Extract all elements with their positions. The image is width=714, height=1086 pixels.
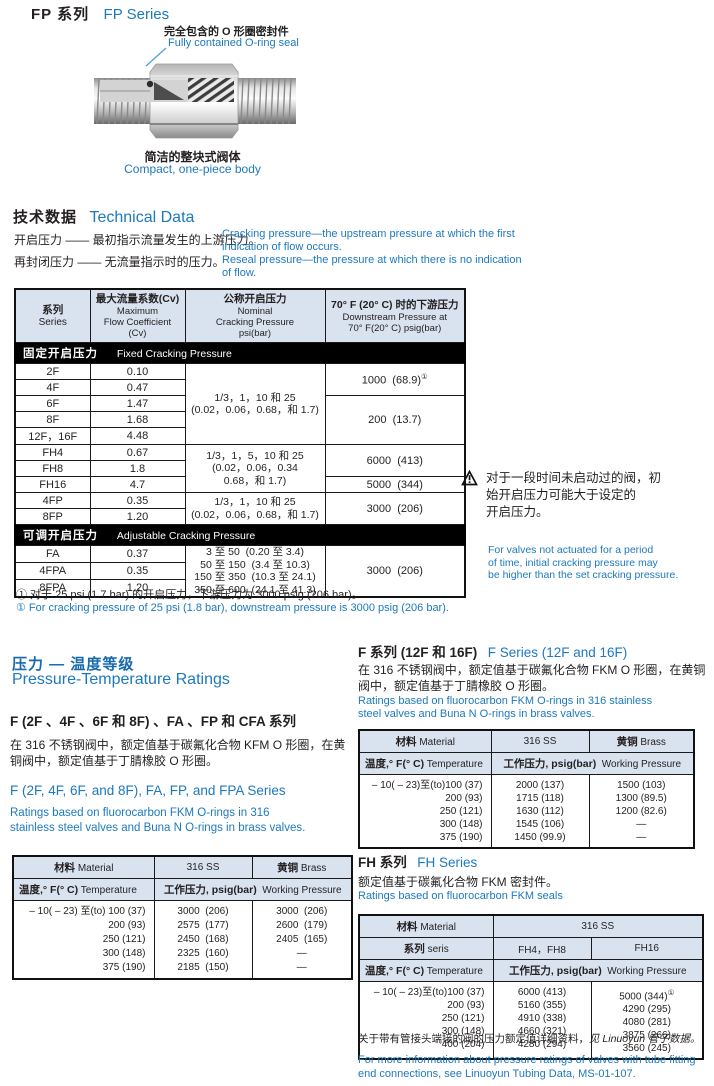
table-data-row: – 10( – 23)至(to)100 (37) 200 (93) 250 (1… <box>358 981 704 1060</box>
brass-pressure-column: 1500 (103) 1300 (89.5) 1200 (82.6) — — <box>588 774 695 849</box>
table-row: FA 0.37 3 至 50 (0.20 至 3.4) 50 至 150 (3.… <box>14 544 466 598</box>
footnote-en: ① For cracking pressure of 25 psi (1.8 b… <box>16 602 449 614</box>
temperature-column: – 10( – 23)至(to)100 (37) 200 (93) 250 (1… <box>358 981 494 1060</box>
table-header-row: 材料 Material 316 SS 黄铜 Brass <box>358 729 695 753</box>
table-row: 2F 0.10 1/3，1，10 和 25 (0.02，0.06，0.68，和 … <box>14 363 466 445</box>
f1216-note-en: Ratings based on fluorocarbon FKM O-ring… <box>358 695 653 720</box>
table-row: 4F 0.47 <box>14 379 465 396</box>
f1216-para-zh: 在 316 不锈钢阀中，额定值基于碳氟化合物 FKM O 形圈，在黄铜阀中，额定… <box>358 663 706 693</box>
ss-pressure-column: 2000 (137) 1715 (118) 1630 (112) 1545 (1… <box>490 774 590 849</box>
fixed-cracking-band: 固定开启压力 Fixed Cracking Pressure <box>14 342 466 364</box>
table-series-row: 系列 seris FH4，FH8 FH16 <box>358 937 704 960</box>
table-row: FH8 1.8 <box>14 460 465 477</box>
bottom-note-en: For more information about pressure rati… <box>358 1054 696 1080</box>
definitions-en: Cracking pressure—the upstream pressure … <box>222 228 522 280</box>
pt-heading-en: Pressure-Temperature Ratings <box>12 671 230 688</box>
downstream-cell: 200 (13.7) <box>324 395 466 445</box>
fh-para-zh: 额定值基于碳氟化合物 FKM 密封件。 <box>358 875 558 889</box>
nominal-cell-groupB: 1/3，1，5，10 和 25 (0.02，0.06，0.34 0.68，和 1… <box>184 444 326 493</box>
cracking-definition-en: Cracking pressure—the upstream pressure … <box>222 228 515 253</box>
downstream-cell: 3000 (206) <box>324 545 466 598</box>
page-title-zh: FP 系列 <box>31 6 90 23</box>
table-header-row: 材料 Material 316 SS 黄铜 Brass <box>12 855 353 879</box>
ss-pressure-column: 3000 (206) 2575 (177) 2450 (168) 2325 (1… <box>153 900 253 980</box>
table-row: 6F 1.47 200 (13.7) <box>14 395 466 445</box>
warning-text-zh: 对于一段时间未启动过的阀，初 始开启压力可能大于设定的 开启压力。 <box>486 471 662 519</box>
pt-heading-zh: 压力 — 温度等级 <box>12 656 135 673</box>
technical-data-heading: 技术数据 Technical Data <box>13 206 194 227</box>
reseal-definition-en: Reseal pressure—the pressure at which th… <box>222 254 522 279</box>
col-flow-coefficient: 最大流量系数(Cv) Maximum Flow Coefficient (Cv) <box>89 288 186 343</box>
fh16-pressure-column: 5000 (344)① 4290 (295) 4080 (281) 3875 (… <box>590 981 704 1060</box>
main-specs-table: 系列 Series 最大流量系数(Cv) Maximum Flow Coeffi… <box>14 288 466 598</box>
f1216-heading: F 系列 (12F 和 16F) F Series (12F and 16F) <box>358 645 628 660</box>
table-data-row: – 10( – 23)至(to)100 (37) 200 (93) 250 (1… <box>358 774 695 849</box>
table-row: 8FPA 1.20 <box>14 579 465 598</box>
temperature-column: – 10( – 23) 至(to) 100 (37) 200 (93) 250 … <box>12 900 155 980</box>
spring-section <box>188 78 234 102</box>
table-header-row: 材料 Material 316 SS <box>358 914 704 938</box>
downstream-cell: 6000 (413) <box>324 444 466 477</box>
table-row: FH4 0.67 1/3，1，5，10 和 25 (0.02，0.06，0.34… <box>14 444 466 493</box>
f1216-table: 材料 Material 316 SS 黄铜 Brass 温度,° F(° C) … <box>358 729 695 849</box>
reseal-definition-zh: 再封闭压力 —— 无流量指示时的压力。 <box>14 255 225 269</box>
callout-leader-line <box>145 47 167 67</box>
col-nominal-cracking: 公称开启压力 Nominal Cracking Pressure psi(bar… <box>184 288 326 343</box>
table-subheader-row: 温度,° F(° C) Temperature 工作压力, psig(bar) … <box>358 752 695 775</box>
page-title-en: FP Series <box>103 6 170 23</box>
f-series-table: 材料 Material 316 SS 黄铜 Brass 温度,° F(° C) … <box>12 855 353 980</box>
cracking-definition-zh: 开启压力 —— 最初指示流量发生的上游压力。 <box>14 233 261 247</box>
table-row: 12F，16F 4.48 <box>14 427 465 445</box>
figure-callout-zh: 完全包含的 O 形圈密封件 <box>164 26 289 38</box>
table-row: 8F 1.68 <box>14 411 465 428</box>
f-series-note-en: Ratings based on fluorocarbon FKM O-ring… <box>10 807 306 834</box>
fh-note-en: Ratings based on fluorocarbon FKM seals <box>358 890 563 902</box>
table-data-row: – 10( – 23) 至(to) 100 (37) 200 (93) 250 … <box>12 900 353 980</box>
fh-table: 材料 Material 316 SS 系列 seris FH4，FH8 FH16… <box>358 914 704 1061</box>
figure-caption-zh: 简洁的整块式阀体 <box>144 150 241 164</box>
table-subheader-row: 温度,° F(° C) Temperature 工作压力, psig(bar) … <box>358 959 704 982</box>
technical-heading-zh: 技术数据 <box>13 209 78 226</box>
figure-callout-en: Fully contained O-ring seal <box>168 37 299 49</box>
valve-illustration <box>94 63 296 139</box>
o-ring-seal <box>146 80 154 88</box>
footnote-zh: ① 对于 25 psi (1.7 bar) 的开启压力，下游压力为 3000 p… <box>16 589 363 601</box>
downstream-cell: 1000 (68.9)① <box>324 363 466 396</box>
f-series-subheading-en: F (2F, 4F, 6F, and 8F), FA, FP, and FPA … <box>10 783 286 798</box>
downstream-cell: 5000 (344) <box>324 476 466 493</box>
temperature-column: – 10( – 23)至(to)100 (37) 200 (93) 250 (1… <box>358 774 492 849</box>
col-series: 系列 Series <box>14 288 91 343</box>
brass-pressure-column: 3000 (206) 2600 (179) 2405 (165) — — <box>251 900 353 980</box>
table-row: 4FP 0.35 1/3，1，10 和 25 (0.02，0.06，0.68，和… <box>14 492 466 525</box>
technical-heading-en: Technical Data <box>89 209 195 226</box>
warning-text-en: For valves not actuated for a period of … <box>488 544 679 581</box>
fh48-pressure-column: 6000 (413) 5160 (355) 4910 (338) 4660 (3… <box>492 981 592 1060</box>
warning-icon <box>461 470 478 486</box>
nominal-cell-adjustable: 3 至 50 (0.20 至 3.4) 50 至 150 (3.4 至 10.3… <box>184 545 326 598</box>
poppet-section <box>154 82 184 100</box>
fh-heading: FH 系列 FH Series <box>358 855 478 870</box>
adjustable-cracking-band: 可调开启压力 Adjustable Cracking Pressure <box>14 524 466 546</box>
nominal-cell-groupC: 1/3，1，10 和 25 (0.02，0.06，0.68，和 1.7) <box>184 492 326 525</box>
downstream-cell: 3000 (206) <box>324 492 466 525</box>
table-subheader-row: 温度,° F(° C) Temperature 工作压力, psig(bar) … <box>12 878 353 901</box>
nominal-cell-groupA: 1/3，1，10 和 25 (0.02，0.06，0.68，和 1.7) <box>184 363 326 445</box>
f-series-para-zh: 在 316 不锈钢阀中，额定值基于碳氟化合物 KFM O 形圈，在黄铜阀中，额定… <box>10 738 346 768</box>
f-series-heading: F (2F 、4F 、6F 和 8F) 、FA 、FP 和 CFA 系列 <box>10 714 297 729</box>
col-downstream-pressure: 70° F (20° C) 时的下游压力 Downstream Pressure… <box>324 288 466 343</box>
page-title: FP 系列 FP Series <box>31 3 169 24</box>
bottom-note-zh: 关于带有管接头端接的阀的压力额定值详细资料，见 Linuoyun 管子数据。 <box>358 1033 701 1045</box>
figure-caption-en: Compact, one-piece body <box>124 162 261 176</box>
main-table-header: 系列 Series 最大流量系数(Cv) Maximum Flow Coeffi… <box>14 288 466 343</box>
